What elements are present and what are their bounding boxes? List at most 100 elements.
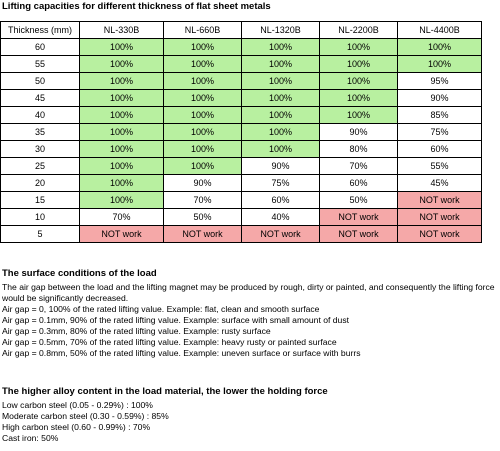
thickness-cell: 45 bbox=[0, 89, 80, 107]
capacity-cell: 90% bbox=[163, 174, 242, 192]
capacity-cell: 100% bbox=[79, 123, 164, 141]
thickness-cell: 40 bbox=[0, 106, 80, 124]
capacity-cell: 100% bbox=[79, 174, 164, 192]
capacity-cell: NOT work bbox=[397, 225, 482, 243]
alloy-line: Cast iron: 50% bbox=[2, 433, 59, 443]
thickness-cell: 60 bbox=[0, 38, 80, 56]
capacity-cell: 100% bbox=[79, 55, 164, 73]
capacity-cell: 100% bbox=[241, 140, 320, 158]
capacity-cell: 100% bbox=[163, 89, 242, 107]
capacity-cell: 100% bbox=[319, 55, 398, 73]
table-row: 5 NOT work NOT work NOT work NOT work NOT wor… bbox=[0, 225, 482, 243]
page-title: Lifting capacities for different thickne… bbox=[2, 1, 271, 12]
capacity-cell: NOT work bbox=[163, 225, 242, 243]
thickness-cell: 35 bbox=[0, 123, 80, 141]
capacity-cell: 100% bbox=[241, 38, 320, 56]
capacity-cell: 100% bbox=[163, 123, 242, 141]
thickness-cell: 10 bbox=[0, 208, 80, 226]
capacity-cell: 80% bbox=[319, 140, 398, 158]
header-nl-4400b: NL-4400B bbox=[397, 21, 482, 39]
capacity-cell: 55% bbox=[397, 157, 482, 175]
capacity-cell: NOT work bbox=[397, 191, 482, 209]
alloy-heading: The higher alloy content in the load mat… bbox=[2, 386, 328, 397]
capacity-cell: 100% bbox=[163, 157, 242, 175]
capacity-cell: 100% bbox=[319, 89, 398, 107]
air-gap-line: Air gap = 0.5mm, 70% of the rated liftin… bbox=[2, 337, 337, 347]
table-row: 60 100% 100% 100% 100% 100% bbox=[0, 38, 482, 56]
header-nl-1320b: NL-1320B bbox=[241, 21, 320, 39]
surface-intro: The air gap between the load and the lif… bbox=[2, 282, 495, 303]
capacity-cell: 100% bbox=[241, 55, 320, 73]
capacity-cell: 100% bbox=[79, 72, 164, 90]
capacity-cell: 100% bbox=[241, 123, 320, 141]
capacity-cell: 100% bbox=[163, 55, 242, 73]
thickness-cell: 30 bbox=[0, 140, 80, 158]
capacity-cell: 40% bbox=[241, 208, 320, 226]
table-row: 55 100% 100% 100% 100% 100% bbox=[0, 55, 482, 73]
table-header-row: Thickness (mm) NL-330B NL-660B NL-1320B … bbox=[0, 21, 482, 39]
capacity-cell: 100% bbox=[163, 140, 242, 158]
capacity-cell: 100% bbox=[319, 38, 398, 56]
capacity-cell: 100% bbox=[319, 106, 398, 124]
air-gap-line: Air gap = 0, 100% of the rated lifting v… bbox=[2, 304, 320, 314]
table-row: 20 100% 90% 75% 60% 45% bbox=[0, 174, 482, 192]
capacity-cell: 100% bbox=[319, 72, 398, 90]
capacity-cell: 50% bbox=[319, 191, 398, 209]
thickness-cell: 20 bbox=[0, 174, 80, 192]
air-gap-line: Air gap = 0.1mm, 90% of the rated liftin… bbox=[2, 315, 350, 325]
capacity-cell: 100% bbox=[79, 140, 164, 158]
thickness-cell: 5 bbox=[0, 225, 80, 243]
table-row: 45 100% 100% 100% 100% 90% bbox=[0, 89, 482, 107]
surface-lines: Air gap = 0, 100% of the rated lifting v… bbox=[2, 304, 498, 359]
table-row: 40 100% 100% 100% 100% 85% bbox=[0, 106, 482, 124]
alloy-line: High carbon steel (0.60 - 0.99%) : 70% bbox=[2, 422, 151, 432]
capacity-cell: 100% bbox=[79, 89, 164, 107]
table-row: 50 100% 100% 100% 100% 95% bbox=[0, 72, 482, 90]
table-body: 60 100% 100% 100% 100% 100% 55 100% 100% 100% 100%… bbox=[0, 38, 482, 243]
capacity-cell: 100% bbox=[79, 106, 164, 124]
capacity-cell: 90% bbox=[241, 157, 320, 175]
capacity-cell: 60% bbox=[319, 174, 398, 192]
alloy-section: The higher alloy content in the load mat… bbox=[2, 386, 498, 444]
capacity-cell: NOT work bbox=[319, 208, 398, 226]
capacity-cell: 50% bbox=[163, 208, 242, 226]
air-gap-line: Air gap = 0.3mm, 80% of the rated liftin… bbox=[2, 326, 271, 336]
table-row: 15 100% 70% 60% 50% NOT work bbox=[0, 191, 482, 209]
table-row: 25 100% 100% 90% 70% 55% bbox=[0, 157, 482, 175]
header-nl-330b: NL-330B bbox=[79, 21, 164, 39]
lifting-capacity-table: Thickness (mm) NL-330B NL-660B NL-1320B … bbox=[0, 21, 482, 243]
capacity-cell: 70% bbox=[79, 208, 164, 226]
capacity-cell: 100% bbox=[163, 72, 242, 90]
capacity-cell: 90% bbox=[397, 89, 482, 107]
table-row: 30 100% 100% 100% 80% 60% bbox=[0, 140, 482, 158]
capacity-cell: NOT work bbox=[319, 225, 398, 243]
capacity-cell: 85% bbox=[397, 106, 482, 124]
alloy-line: Low carbon steel (0.05 - 0.29%) : 100% bbox=[2, 400, 153, 410]
capacity-cell: NOT work bbox=[241, 225, 320, 243]
header-nl-660b: NL-660B bbox=[163, 21, 242, 39]
capacity-cell: 45% bbox=[397, 174, 482, 192]
capacity-cell: 100% bbox=[241, 72, 320, 90]
capacity-cell: NOT work bbox=[397, 208, 482, 226]
capacity-cell: 75% bbox=[241, 174, 320, 192]
table-row: 35 100% 100% 100% 90% 75% bbox=[0, 123, 482, 141]
air-gap-line: Air gap = 0.8mm, 50% of the rated liftin… bbox=[2, 348, 361, 358]
capacity-cell: 100% bbox=[397, 55, 482, 73]
header-thickness: Thickness (mm) bbox=[0, 21, 80, 39]
thickness-cell: 50 bbox=[0, 72, 80, 90]
capacity-cell: 100% bbox=[79, 38, 164, 56]
thickness-cell: 25 bbox=[0, 157, 80, 175]
capacity-cell: 100% bbox=[79, 191, 164, 209]
capacity-cell: 100% bbox=[79, 157, 164, 175]
alloy-line: Moderate carbon steel (0.30 - 0.59%) : 8… bbox=[2, 411, 169, 421]
capacity-cell: 70% bbox=[319, 157, 398, 175]
capacity-cell: 100% bbox=[163, 38, 242, 56]
thickness-cell: 55 bbox=[0, 55, 80, 73]
capacity-cell: 60% bbox=[397, 140, 482, 158]
capacity-cell: NOT work bbox=[79, 225, 164, 243]
table-row: 10 70% 50% 40% NOT work NOT work bbox=[0, 208, 482, 226]
capacity-cell: 90% bbox=[319, 123, 398, 141]
surface-heading: The surface conditions of the load bbox=[2, 268, 157, 279]
capacity-cell: 100% bbox=[163, 106, 242, 124]
